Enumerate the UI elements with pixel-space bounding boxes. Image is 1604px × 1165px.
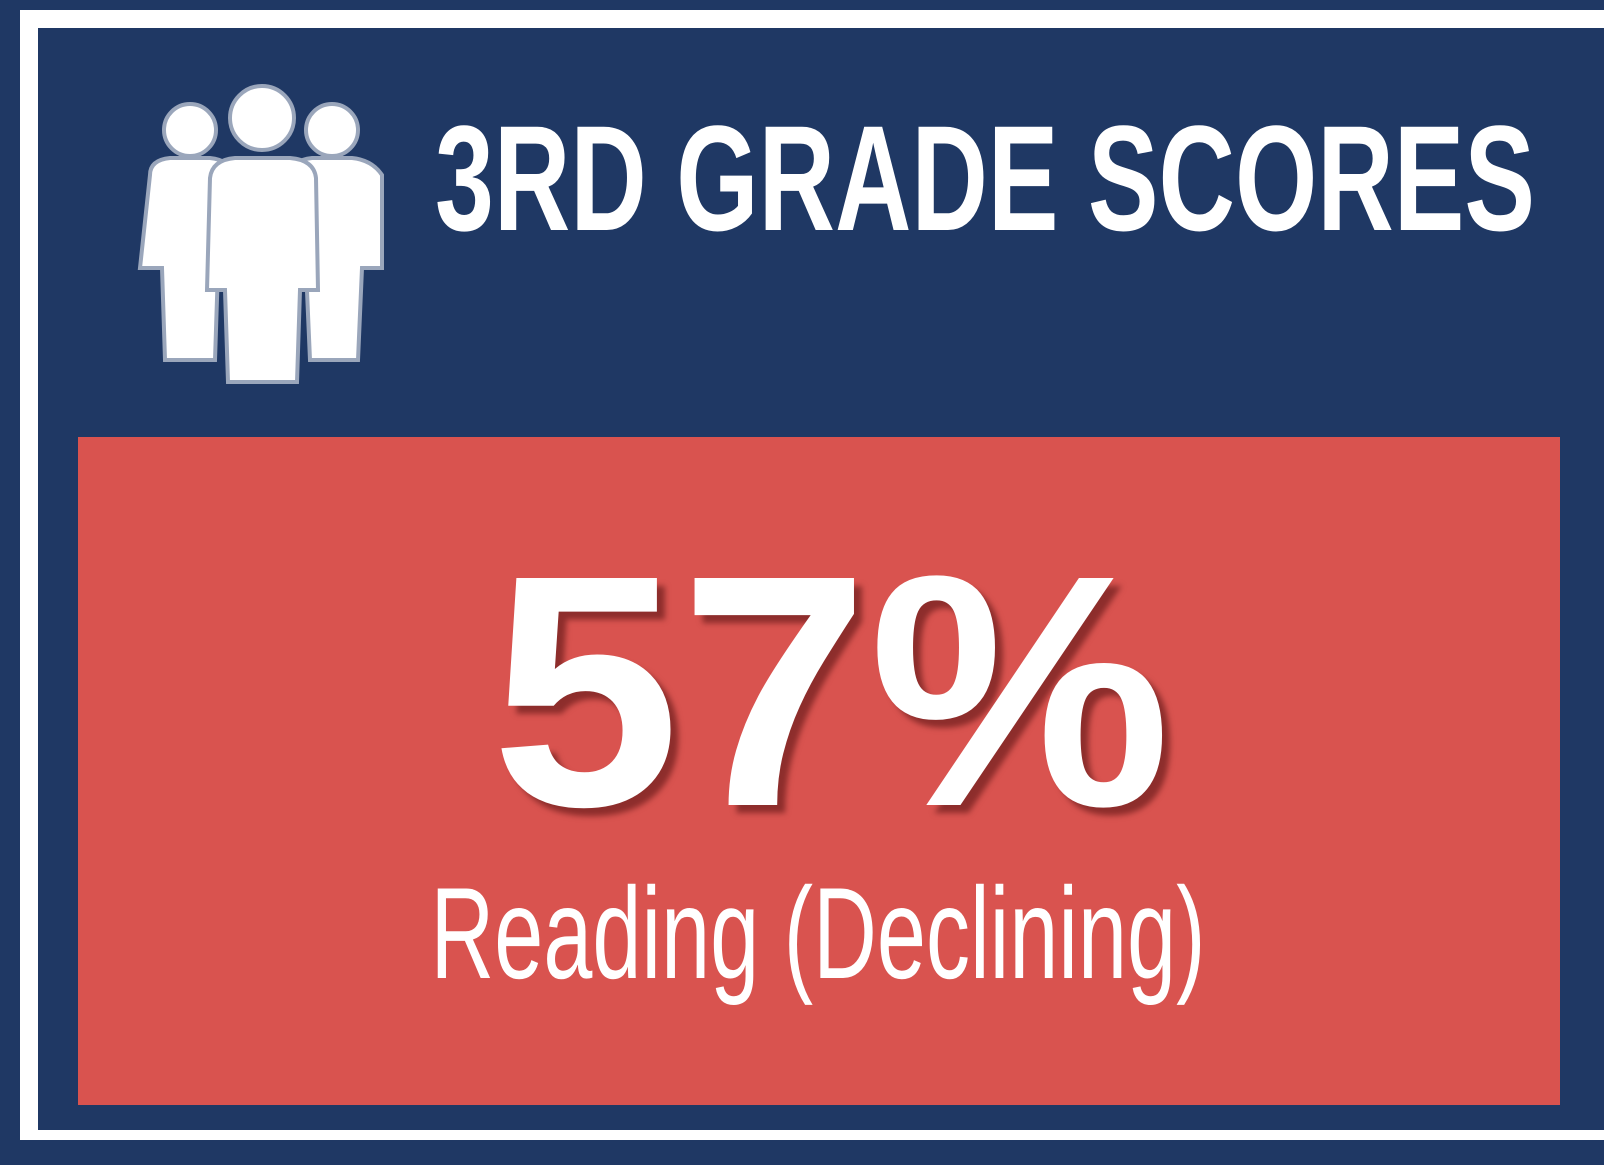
status-box [78, 437, 1560, 1105]
people-icon [137, 84, 384, 384]
card-title: 3RD GRADE SCORES [435, 94, 1535, 262]
kpi-value: 57% [491, 506, 1171, 875]
kpi-caption: Reading (Declining) [431, 860, 1206, 1006]
